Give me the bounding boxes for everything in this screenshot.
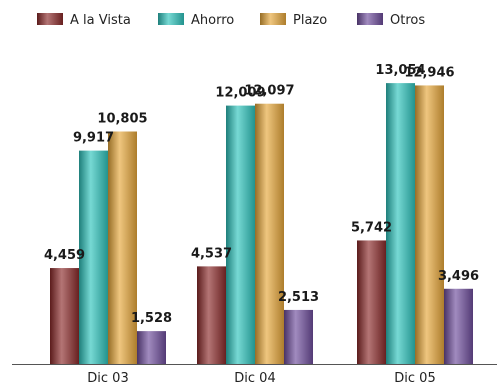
legend-label-1: A la Vista <box>70 13 131 28</box>
bar-dic-03-series-4 <box>137 331 166 364</box>
bar-dic-05-series-4 <box>444 288 473 364</box>
bar-dic-03-series-2 <box>79 150 108 364</box>
bar-dic-04-series-3 <box>255 103 284 364</box>
legend-swatch-4 <box>357 13 383 25</box>
value-label: 13,054 <box>375 63 425 78</box>
value-label: 1,528 <box>131 311 172 326</box>
category-labels: Dic 03 Dic 04 Dic 05 <box>87 371 435 385</box>
value-label: 4,537 <box>191 246 232 261</box>
bar-dic-04-series-4 <box>284 309 313 364</box>
legend-swatch-3 <box>260 13 286 25</box>
bar-dic-03-series-3 <box>108 131 137 364</box>
legend-label-2: Ahorro <box>191 13 234 28</box>
value-label: 4,459 <box>44 248 85 263</box>
value-label: 12,009 <box>215 86 265 101</box>
bar-dic-04-series-2 <box>226 105 255 364</box>
bars <box>50 83 473 365</box>
category-label: Dic 04 <box>234 371 275 385</box>
legend-label-3: Plazo <box>293 13 327 28</box>
bar-dic-04-series-1 <box>197 266 226 364</box>
bar-dic-05-series-1 <box>357 240 386 364</box>
value-label: 12,097 <box>244 84 294 99</box>
legend-swatch-1 <box>37 13 63 25</box>
value-label: 5,742 <box>351 220 392 235</box>
category-label: Dic 05 <box>394 371 435 385</box>
legend-label-4: Otros <box>390 13 425 28</box>
value-label: 3,496 <box>438 269 479 284</box>
value-label: 9,917 <box>73 131 114 146</box>
value-label: 12,946 <box>404 65 454 80</box>
value-label: 2,513 <box>278 290 319 305</box>
bar-dic-03-series-1 <box>50 268 79 364</box>
value-label: 10,805 <box>97 112 147 127</box>
bar-dic-05-series-3 <box>415 85 444 364</box>
bar-dic-05-series-2 <box>386 83 415 365</box>
legend-swatch-2 <box>158 13 184 25</box>
legend: A la Vista Ahorro Plazo Otros <box>37 13 425 28</box>
category-label: Dic 03 <box>87 371 128 385</box>
